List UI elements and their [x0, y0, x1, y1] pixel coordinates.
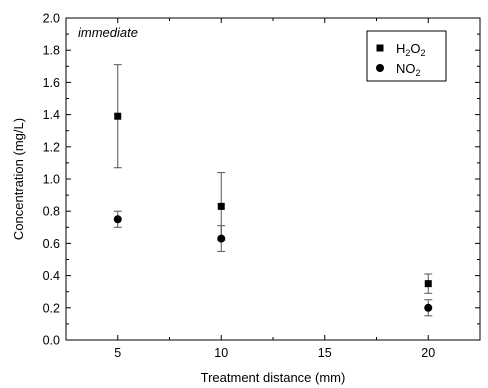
legend-label: NO2 [396, 61, 421, 78]
x-tick-label: 5 [114, 346, 121, 360]
y-tick-label: 0.2 [43, 301, 60, 315]
x-tick-label: 20 [421, 346, 435, 360]
y-tick-label: 1.4 [43, 108, 60, 122]
y-axis-title: Concentration (mg/L) [11, 118, 26, 240]
data-point-square [424, 280, 432, 288]
y-tick-label: 1.6 [43, 76, 60, 90]
legend-marker-circle [376, 64, 384, 72]
data-point-square [217, 202, 225, 210]
x-axis-title: Treatment distance (mm) [201, 370, 346, 385]
y-tick-label: 0.0 [43, 334, 60, 348]
y-tick-label: 1.8 [43, 44, 60, 58]
y-tick-label: 1.0 [43, 173, 60, 187]
y-tick-label: 1.2 [43, 140, 60, 154]
legend-box [366, 30, 447, 82]
y-tick-label: 0.8 [43, 205, 60, 219]
x-tick-label: 10 [214, 346, 228, 360]
legend-marker-square [376, 44, 384, 52]
y-tick-label: 2.0 [43, 12, 60, 26]
legend: H2O2 NO2 [366, 30, 447, 82]
y-axis-ticks: 0.0 0.2 0.4 0.6 0.8 1.0 1.2 1.4 1.6 1.8 2.0 [43, 12, 480, 348]
data-point-square [114, 112, 122, 120]
data-point-circle [424, 303, 433, 312]
y-tick-label: 0.4 [43, 269, 60, 283]
x-tick-label: 15 [318, 346, 332, 360]
y-tick-label: 0.6 [43, 237, 60, 251]
legend-label: H2O2 [396, 41, 426, 58]
data-marks [113, 64, 433, 317]
x-axis-ticks: 5 10 15 20 [65, 18, 481, 360]
data-point-circle [113, 215, 122, 224]
data-point-circle [217, 234, 226, 243]
annotation-text: immediate [78, 25, 138, 40]
